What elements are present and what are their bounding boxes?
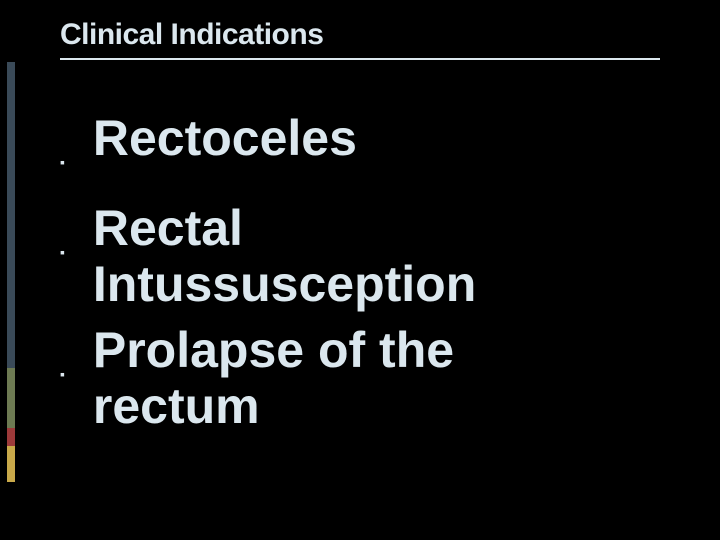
list-item-text: Rectal Intussusception — [93, 200, 633, 312]
list-item: ▪ Rectoceles — [60, 110, 680, 190]
content-area: ▪ Rectoceles ▪ Rectal Intussusception ▪ … — [60, 110, 680, 444]
bullet-icon: ▪ — [60, 346, 65, 402]
list-item: ▪ Prolapse of the rectum — [60, 322, 680, 434]
list-item-text: Rectoceles — [93, 110, 633, 166]
slide-title: Clinical Indications — [60, 18, 660, 52]
list-item-text: Prolapse of the rectum — [93, 322, 633, 434]
title-bar: Clinical Indications — [60, 18, 660, 60]
slide: Clinical Indications ▪ Rectoceles ▪ Rect… — [0, 0, 720, 540]
accent-stripe — [7, 428, 15, 446]
list-item: ▪ Rectal Intussusception — [60, 200, 680, 312]
accent-stripe — [7, 446, 15, 482]
title-underline — [60, 58, 660, 60]
accent-stripe — [7, 62, 15, 368]
accent-stripe — [7, 368, 15, 428]
accent-stripes — [7, 62, 15, 482]
bullet-icon: ▪ — [60, 224, 65, 280]
bullet-icon: ▪ — [60, 134, 65, 190]
